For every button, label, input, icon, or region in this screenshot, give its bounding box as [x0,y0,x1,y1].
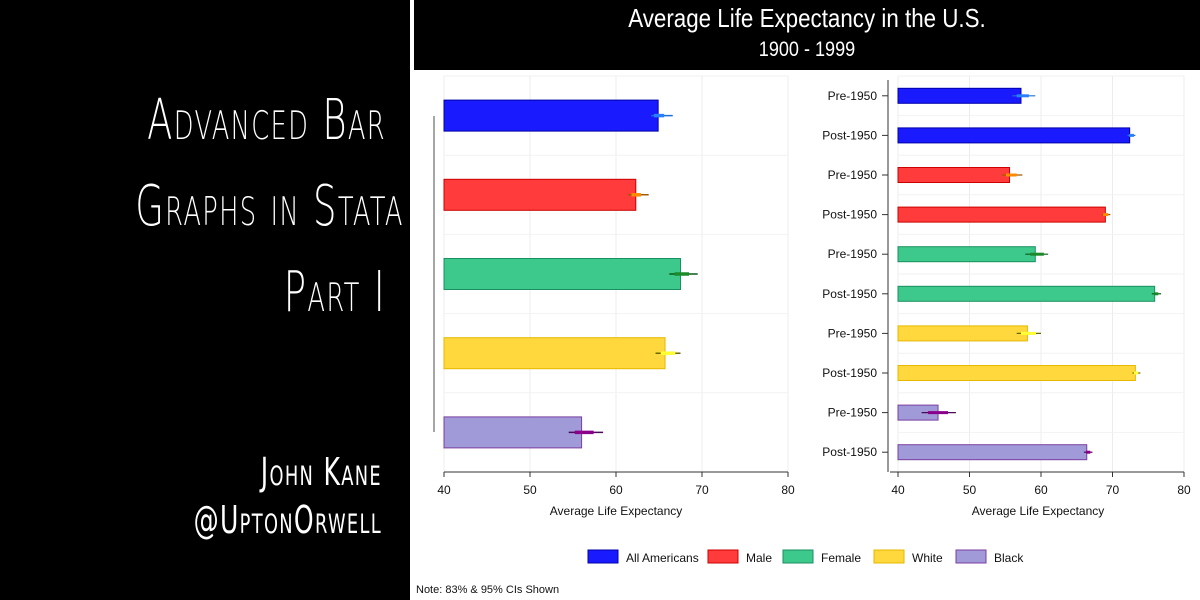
bar-female-post-1950 [897,285,1156,302]
right-y-tick-label: Pre-1950 [828,89,878,103]
right-y-tick-label: Post-1950 [822,128,877,142]
legend-label-all-americans: All Americans [626,551,699,565]
right-y-tick-label: Pre-1950 [828,247,878,261]
cover-title: Advanced Bar Graphs in Stata Part I [6,78,404,336]
bar-male [443,178,637,211]
cover-title-line-3: Part I [283,260,386,325]
right-y-tick-label: Post-1950 [822,366,877,380]
right-y-tick-label: Post-1950 [822,208,877,222]
cover-title-line-1: Advanced Bar [147,88,386,153]
right-x-tick-label: 60 [1034,483,1048,497]
bar-all-americans-pre-1950 [897,87,1022,104]
right-y-tick-label: Pre-1950 [828,326,878,340]
legend-swatch-white [873,549,905,564]
legend-label-black: Black [994,551,1024,565]
bar-black [443,416,583,449]
bar-all-americans [443,99,659,132]
bar-female [443,258,681,290]
plot-background-right [808,72,1200,552]
left-x-tick-label: 80 [781,483,795,497]
right-x-axis-label: Average Life Expectancy [972,504,1105,518]
legend-label-female: Female [821,551,861,565]
left-bar-chart: 40 50 60 70 80 Average Life Expectancy [433,75,795,518]
left-x-tick-label: 40 [437,483,451,497]
bar-white-post-1950 [897,365,1136,381]
legend-swatch-all-americans [587,549,619,564]
legend-swatch-male [707,549,739,564]
author-block: John Kane @UptonOrwell [2,448,382,544]
right-y-tick-label: Post-1950 [822,287,877,301]
bar-male-post-1950 [897,206,1106,223]
cover-title-line-2: Graphs in Stata [135,174,404,239]
bar-all-americans-post-1950 [897,127,1131,144]
legend-swatch-black [955,549,987,564]
plot-background-left [414,72,808,552]
legend-label-male: Male [746,551,772,565]
chart-figure: Average Life Expectancy in the U.S. 1900… [410,0,1200,600]
chart-title: Average Life Expectancy in the U.S. [628,3,986,33]
legend-swatch-female [782,549,814,564]
cover-panel: Advanced Bar Graphs in Stata Part I John… [0,0,410,600]
bar-black-post-1950 [897,444,1088,461]
chart-canvas: 40 50 60 70 80 Average Life Expectancy Pre-19… [414,72,1200,596]
right-x-tick-label: 40 [891,483,905,497]
bar-white [443,337,666,370]
right-x-tick-label: 70 [1106,483,1120,497]
chart-header: Average Life Expectancy in the U.S. 1900… [414,0,1200,70]
right-x-tick-label: 80 [1177,483,1191,497]
bar-white-pre-1950 [897,325,1028,342]
legend-label-white: White [912,551,943,565]
bar-male-pre-1950 [897,167,1011,183]
author-handle: @UptonOrwell [193,498,382,542]
legend: All Americans Male Female White Black [587,549,1024,565]
left-x-tick-label: 70 [695,483,709,497]
bar-female-pre-1950 [897,246,1036,263]
left-x-axis-label: Average Life Expectancy [550,504,683,518]
right-y-tick-label: Pre-1950 [828,406,878,420]
right-y-tick-label: Post-1950 [822,445,877,459]
chart-note: Note: 83% & 95% CIs Shown [416,584,559,596]
left-x-tick-label: 50 [523,483,537,497]
left-x-tick-label: 60 [609,483,623,497]
chart-subtitle: 1900 - 1999 [758,38,856,61]
author-name: John Kane [260,450,382,494]
right-x-tick-label: 50 [963,483,977,497]
right-y-tick-label: Pre-1950 [828,168,878,182]
right-bar-chart: Pre-1950 Post-1950 Pre-1950 Post-1950 Pre-19… [822,75,1191,518]
